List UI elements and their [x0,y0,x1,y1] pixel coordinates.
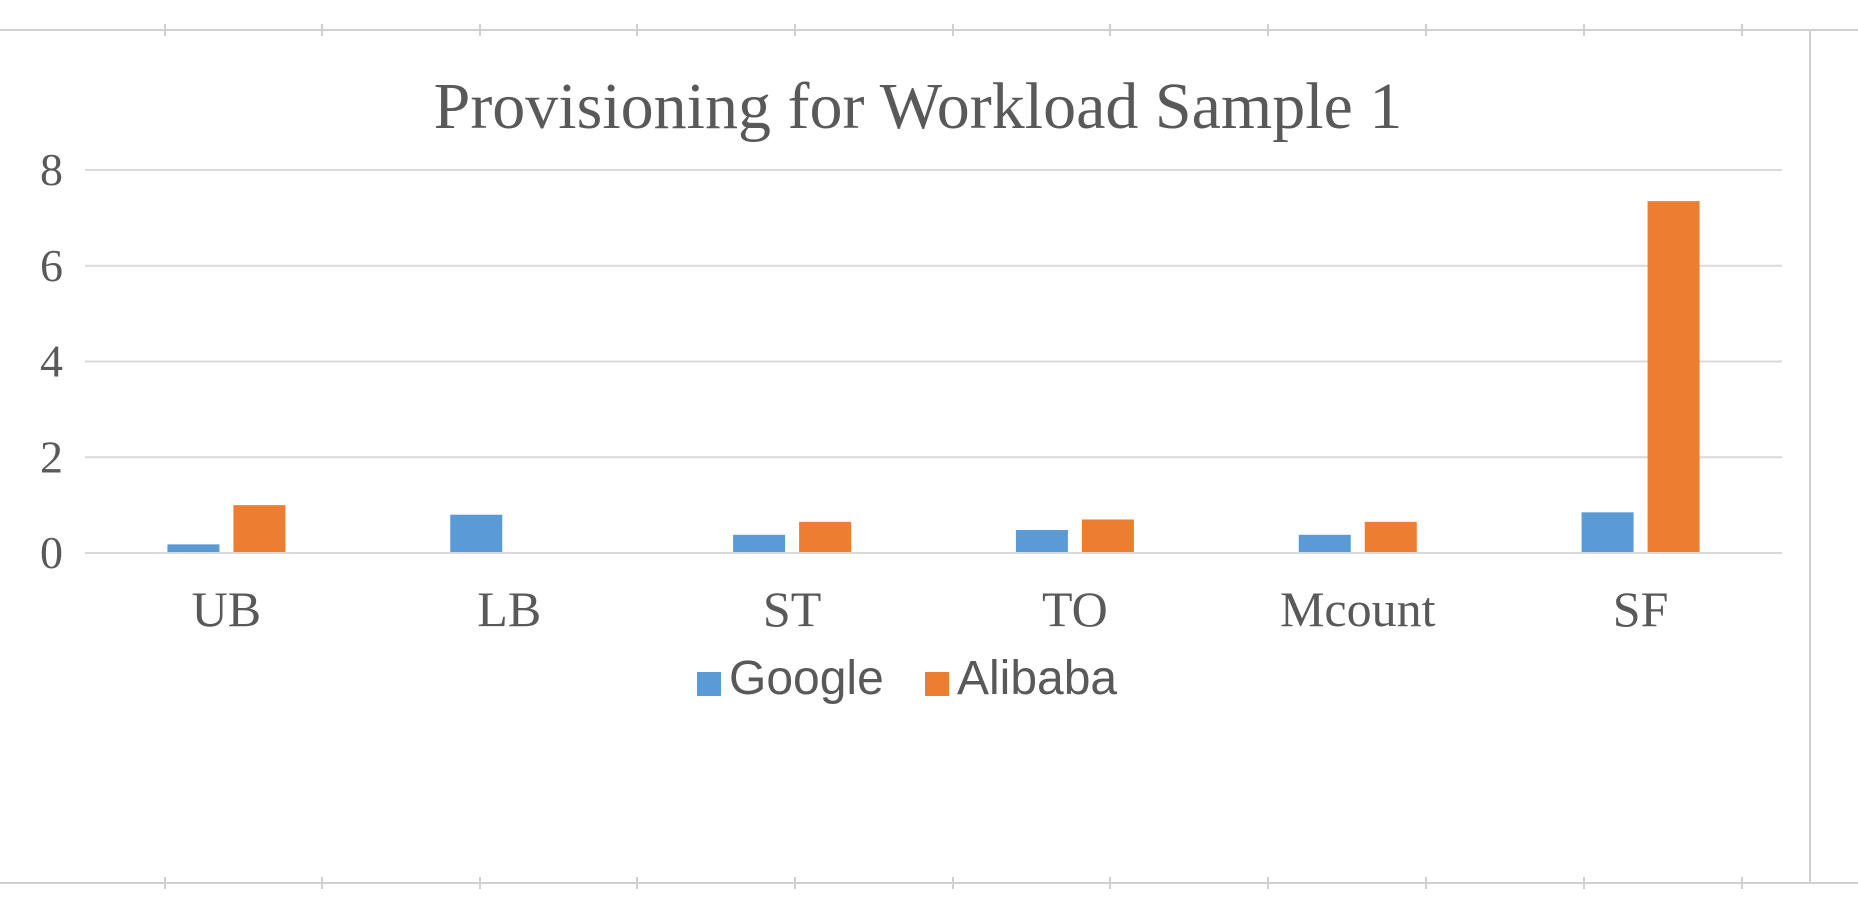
legend-label-alibaba: Alibaba [957,652,1117,705]
chart-frame [0,24,1858,889]
bar-alibaba-mcount [1364,521,1417,553]
gridlines [85,169,1782,459]
y-tick-label: 0 [40,527,63,578]
chart-title: Provisioning for Workload Sample 1 [434,70,1403,143]
y-tick-label: 6 [40,240,63,291]
bar-alibaba-st [799,521,852,553]
legend-swatch-google [697,672,721,696]
bar-google-ub [167,544,220,553]
x-axis-labels: UB LB ST TO Mcount SF [192,581,1669,637]
bar-google-to [1015,530,1068,553]
y-tick-label: 4 [40,336,63,387]
x-tick-label: TO [1042,581,1108,637]
x-tick-label: UB [192,581,261,637]
legend-swatch-alibaba [925,672,949,696]
bar-google-mcount [1298,534,1351,553]
frame-ticks [164,24,1743,889]
y-axis-ticks: 0 2 4 6 8 [40,144,63,578]
x-tick-label: Mcount [1280,581,1436,637]
x-tick-label: SF [1613,581,1669,637]
bars [167,201,1700,553]
bar-alibaba-sf [1647,201,1700,553]
bar-google-lb [450,514,503,553]
x-tick-label: ST [763,581,821,637]
legend-label-google: Google [729,652,884,705]
bar-google-st [733,534,786,553]
y-tick-label: 2 [40,431,63,482]
bar-google-sf [1581,512,1634,553]
bar-alibaba-to [1081,519,1134,553]
legend: Google Alibaba [697,652,1117,705]
x-tick-label: LB [477,581,541,637]
bar-alibaba-ub [233,505,286,553]
y-tick-label: 8 [40,144,63,195]
